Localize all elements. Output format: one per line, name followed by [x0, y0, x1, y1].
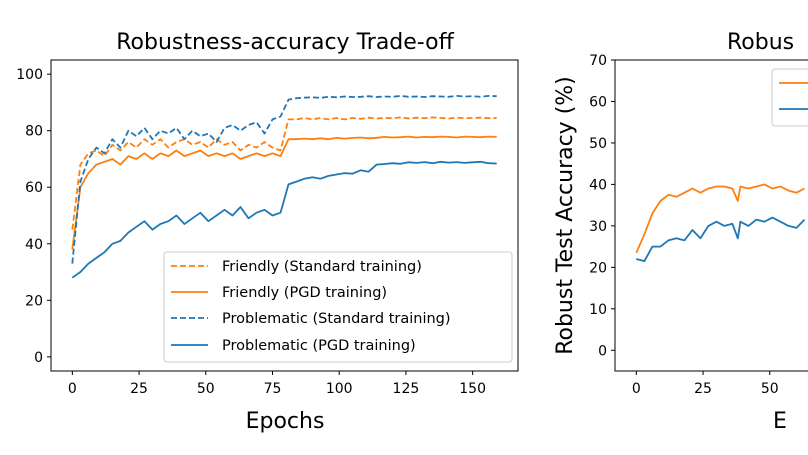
y-tick-label: 40	[25, 237, 43, 253]
legend-box	[771, 68, 808, 127]
x-axis-label: Epochs	[246, 409, 325, 434]
x-tick-label: 0	[632, 381, 641, 397]
x-tick-label: 50	[761, 381, 779, 397]
x-tick-label: 100	[326, 381, 353, 397]
y-tick-label: 80	[25, 124, 43, 140]
legend-label: Friendly (PGD training)	[222, 285, 387, 301]
series-line-3	[71, 95, 497, 264]
y-tick-label: 40	[589, 177, 607, 193]
y-tick-label: 10	[589, 302, 607, 318]
legend	[771, 68, 808, 127]
y-axis-label: Robust Test Accuracy (%)	[553, 76, 578, 355]
x-axis-label: E	[773, 409, 787, 434]
x-tick-label: 25	[694, 381, 712, 397]
legend-label: Problematic (PGD training)	[222, 338, 416, 354]
chart-panel-2: 0 10 20 30 40 50 60 70 0 25 50 Robus E Robust Test Ac…	[553, 30, 808, 434]
series-line-1	[635, 183, 805, 254]
y-tick-label: 20	[589, 260, 607, 276]
y-tick-label: 0	[598, 343, 607, 359]
axes-frame	[614, 59, 808, 372]
y-tick-label: 100	[16, 67, 43, 83]
y-tick-label: 20	[25, 293, 43, 309]
chart-title: Robus	[727, 30, 794, 55]
y-tick-label: 50	[589, 136, 607, 152]
series-line-1	[71, 116, 497, 230]
legend-box	[163, 251, 513, 363]
x-tick-label: 150	[459, 381, 486, 397]
y-tick-label: 70	[589, 53, 607, 69]
y-tick-label: 60	[25, 180, 43, 196]
x-tick-label: 75	[264, 381, 282, 397]
y-tick-label: 60	[589, 94, 607, 110]
axes-frame	[50, 59, 519, 372]
y-tick-label: 30	[589, 219, 607, 235]
series-line-2	[636, 216, 806, 263]
chart-title: Robustness-accuracy Trade-off	[116, 30, 454, 55]
legend-label: Friendly (Standard training)	[222, 259, 422, 275]
series-line-4	[71, 160, 497, 279]
x-tick-label: 50	[197, 381, 215, 397]
x-tick-label: 125	[393, 381, 420, 397]
legend: Friendly (Standard training) Friendly (PG…	[163, 251, 513, 363]
x-tick-label: 25	[130, 381, 148, 397]
x-tick-label: 0	[68, 381, 77, 397]
chart-panel-1: 0 20 40 60 80 100 0 25 50 75 100 125 150 Robustness-a…	[16, 30, 519, 434]
y-tick-label: 0	[34, 350, 43, 366]
series-line-2	[71, 135, 497, 250]
legend-label: Problematic (Standard training)	[222, 311, 451, 327]
